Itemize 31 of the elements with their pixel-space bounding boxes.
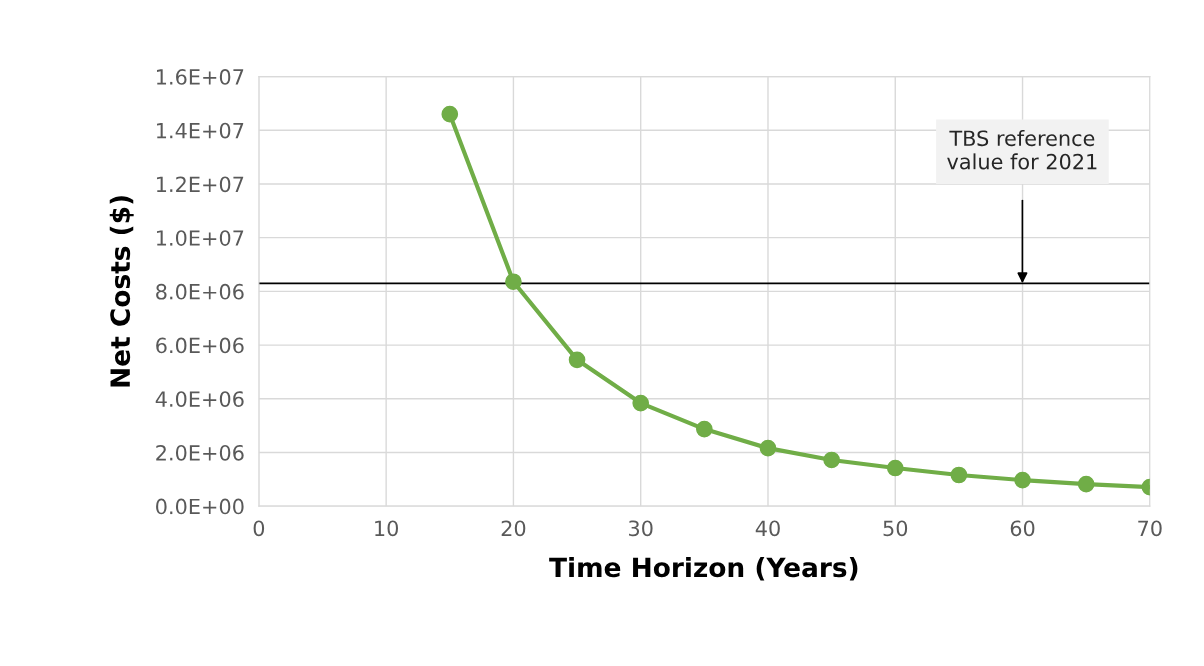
y-tick-label: 0.0E+00 [156, 498, 244, 515]
x-tick-label: 20 [501, 520, 526, 537]
x-tick-label: 40 [755, 520, 780, 537]
y-tick-label: 1.2E+07 [157, 176, 244, 193]
point [441, 105, 459, 123]
x-axis-title: Time Horizon (Years) [549, 556, 858, 581]
y-tick-label: 2.0E+06 [156, 444, 244, 461]
y-tick-label: 4.0E+06 [155, 391, 244, 407]
y-tick-label: 6.0E+06 [156, 337, 244, 354]
y-tick-label: 8.0E+06 [156, 283, 244, 300]
point [950, 466, 968, 484]
point [1077, 475, 1095, 493]
point [1014, 471, 1031, 489]
x-tick-label: 70 [1138, 520, 1162, 537]
point [505, 273, 522, 291]
ref-line-label: TBS reference value for 2021 [947, 130, 1097, 170]
y-axis-title: Net Costs ($) [109, 196, 134, 387]
x-tick-label: 30 [629, 520, 653, 537]
point [759, 439, 777, 457]
x-tick-label: 10 [375, 520, 399, 537]
y-tick-label: 1.4E+07 [157, 122, 244, 139]
x-tick-label: 60 [1010, 520, 1035, 537]
point [568, 351, 586, 369]
point [696, 420, 713, 438]
point [886, 459, 904, 477]
point [823, 451, 840, 469]
y-tick-label: 1.0E+07 [157, 230, 244, 246]
y-tick-label: 1.6E+07 [157, 69, 244, 85]
x-tick-label: 50 [883, 520, 908, 537]
point [632, 394, 650, 412]
x-tick-label: 0 [253, 520, 265, 537]
